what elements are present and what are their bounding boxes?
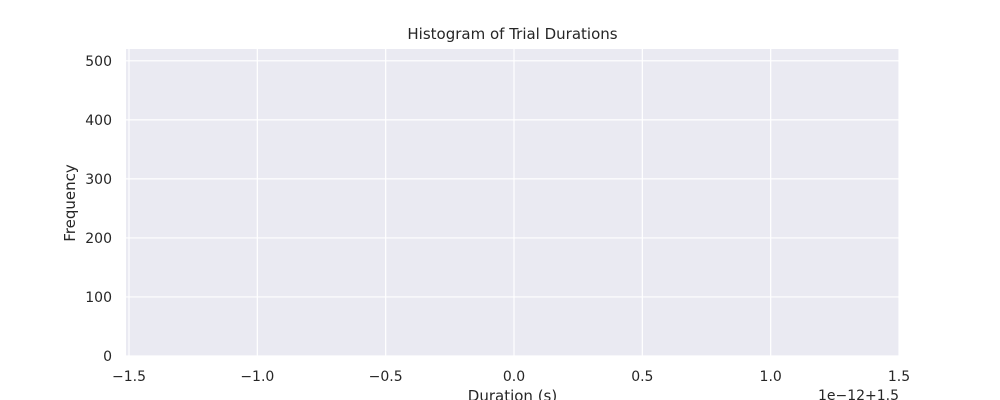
y-tick-label: 300	[85, 172, 112, 188]
plot-area	[126, 49, 899, 356]
x-tick-label: 0.0	[503, 369, 525, 385]
y-tick-label: 200	[85, 231, 112, 247]
x-tick-label: 1.0	[760, 369, 782, 385]
y-axis-ticks: 0 100 200 300 400 500	[85, 54, 112, 365]
y-axis-label: Frequency	[61, 164, 79, 242]
x-axis-ticks: −1.5 −1.0 −0.5 0.0 0.5 1.0 1.5	[112, 369, 910, 385]
y-tick-label: 500	[85, 54, 112, 70]
x-axis-label: Duration (s)	[468, 387, 557, 400]
y-tick-label: 400	[85, 113, 112, 129]
chart-title: Histogram of Trial Durations	[407, 25, 617, 43]
x-tick-label: −1.5	[112, 369, 146, 385]
x-tick-label: 0.5	[631, 369, 653, 385]
x-tick-label: 1.5	[888, 369, 910, 385]
x-tick-label: −1.0	[240, 369, 274, 385]
y-tick-label: 0	[103, 349, 112, 365]
x-axis-offset-label: 1e−12+1.5	[818, 388, 899, 400]
y-tick-label: 100	[85, 290, 112, 306]
grid-lines	[126, 49, 900, 357]
x-tick-label: −0.5	[369, 369, 403, 385]
